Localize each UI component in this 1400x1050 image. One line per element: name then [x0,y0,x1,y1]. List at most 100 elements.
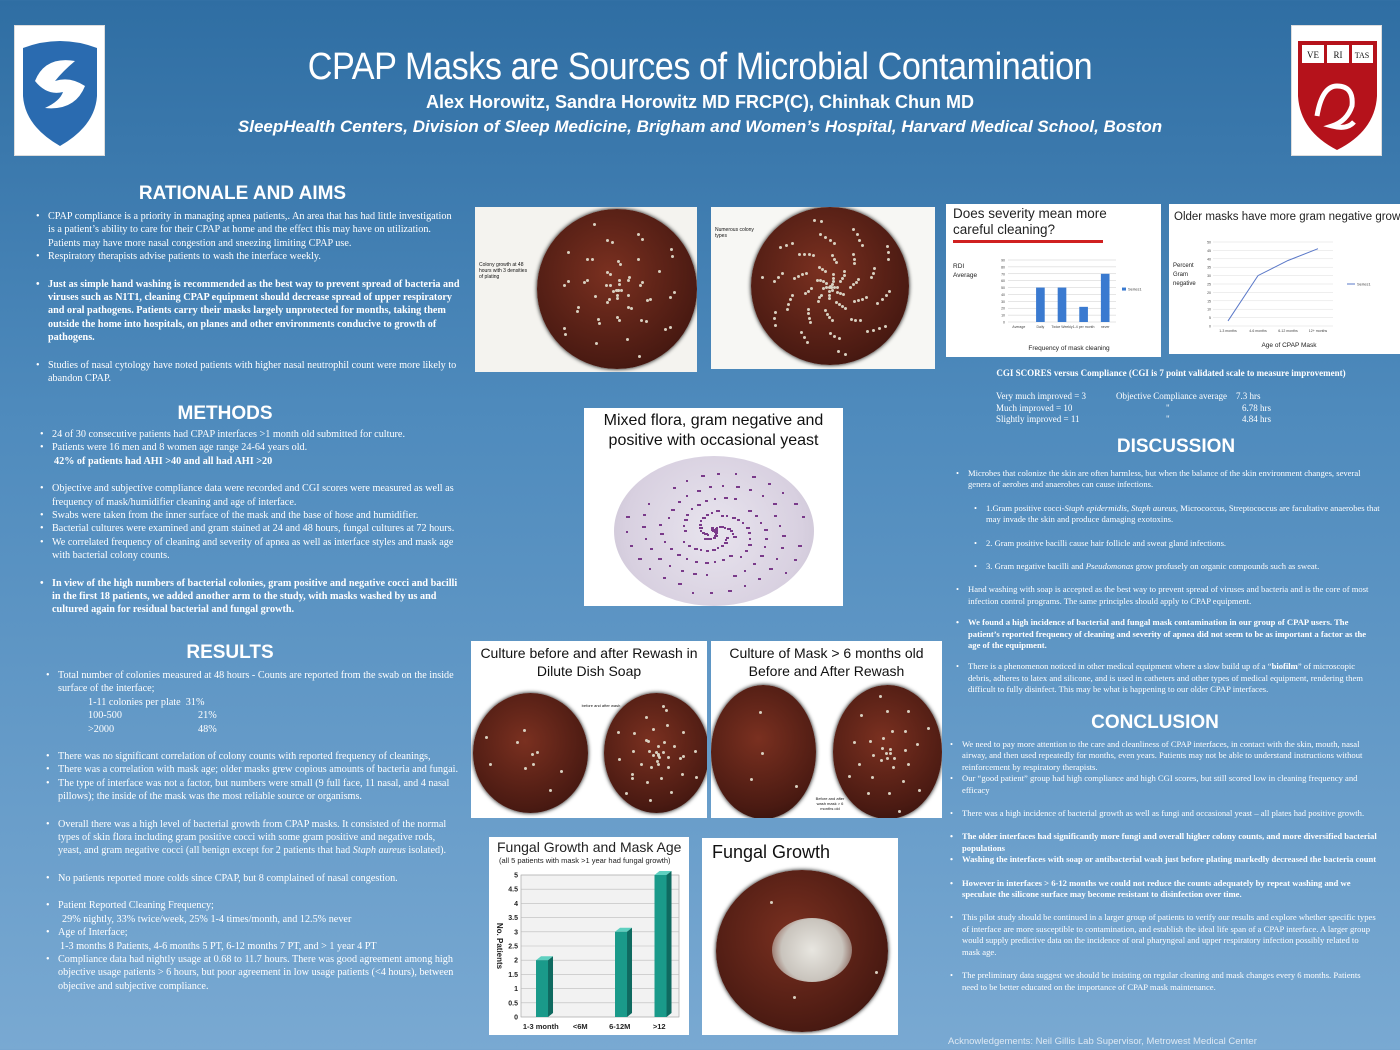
age-chart-title: Older masks have more gram negative grow… [1174,211,1400,223]
cell-speck [725,536,729,539]
cell-speck [667,516,670,519]
cell-speck [650,548,654,551]
y-tick-label: 60 [1001,279,1005,283]
y-tick-label: 0 [1209,325,1211,329]
colony-dot [819,233,823,237]
cell-speck [793,558,797,561]
cell-speck [747,544,752,547]
colony-dot [848,285,852,289]
colony-dot [806,341,810,345]
colony-dot [615,296,619,300]
y-tick-label: 20 [1001,307,1005,311]
plate-note: Colony growth at 48 hours with 3 densiti… [479,262,528,280]
cell-speck [682,540,685,543]
cell-speck [672,486,676,489]
colony-dot [838,337,842,341]
severity-chart-panel: Does severity mean more careful cleaning… [946,204,1161,357]
colony-dot [809,287,813,291]
colony-dot [647,749,651,753]
colony-dot [864,296,868,300]
cell-speck [711,548,716,551]
colony-dot [615,316,619,320]
methods-item: We correlated frequency of cleaning and … [40,536,460,563]
cgi-table: Very much improved = 3 Objective Complian… [996,391,1326,426]
petri-dish-after [833,685,942,818]
legend-swatch [1122,287,1126,291]
y-tick-label: 50 [1001,286,1005,290]
cell-speck [727,527,732,530]
colony-dot [888,752,892,756]
cell-speck [687,544,691,547]
colony-dot [858,763,862,767]
colony-dot [682,730,686,734]
cell-speck [723,542,728,545]
colony-dot [829,331,833,335]
colony-dot [833,334,837,338]
cell-speck [785,572,788,575]
cell-speck [720,515,724,518]
colony-dot [840,305,844,309]
colony-dot [871,271,875,275]
colony-dot [779,245,783,249]
colony-dot [852,228,856,232]
colony-dot [842,292,846,296]
y-tick-label: 40 [1207,257,1211,261]
colony-dot [832,276,836,280]
age-chart: 0 5 10 15 20 25 30 35 40 45 50 1-3 months 4-6 months… [1207,241,1371,334]
cell-speck [713,529,718,532]
x-tick-label: 1-4 per month [1073,325,1095,329]
petri-dish-before [473,693,588,813]
bar [654,875,667,1017]
cell-speck [793,503,798,506]
colony-dot [647,740,651,744]
cell-speck [677,501,681,504]
colony-dot [854,319,858,323]
cell-speck [739,555,742,558]
cell-speck [648,568,651,571]
cell-speck [669,548,673,551]
y-tick-label: 70 [1001,272,1005,276]
legend-label: Series1 [1357,282,1371,287]
cell-speck [782,491,785,494]
colony-dot [853,299,857,303]
colony-dot [645,319,649,323]
colony-dot [849,318,853,322]
colony-counts: 1-11 colonies per plate 31% 100-500 21% >… [46,696,458,736]
colony-dot [877,327,881,331]
colony-dot [694,749,698,753]
cgi-row: Slightly improved = 11 " 4.84 hrs [996,414,1271,424]
cell-speck [693,547,698,550]
methods-item: Bacterial cultures were examined and gra… [40,522,460,536]
cell-speck [704,561,709,564]
colony-dot [608,284,612,288]
colony-dot [630,773,634,777]
colony-dot [617,260,620,264]
colony-dot [636,257,640,261]
colony-dot [803,292,807,296]
colony-dot [626,305,630,309]
cell-speck [749,489,753,492]
poster-affiliation: SleepHealth Centers, Division of Sleep M… [237,117,1163,136]
cell-speck [637,557,642,560]
cell-speck [725,539,728,542]
cell-speck [710,537,713,540]
colony-dot [651,728,655,732]
colony-dot [818,296,822,300]
colony-dot [773,280,777,284]
colony-dot [876,301,880,305]
cell-speck [677,582,682,585]
cell-speck [716,526,719,529]
microscope-field [614,456,814,606]
y-tick-label: 5 [1209,316,1211,320]
colony-dot [638,284,642,288]
y-tick-label: 30 [1001,300,1005,304]
cell-speck [698,526,703,529]
colony-dot [793,277,797,281]
colony-dot [832,241,836,245]
colony-dot [807,312,811,316]
cell-speck [683,519,688,522]
colony-dot [548,789,552,793]
colony-dot [639,762,643,766]
colony-dot [915,742,919,746]
colony-dot [815,279,819,283]
